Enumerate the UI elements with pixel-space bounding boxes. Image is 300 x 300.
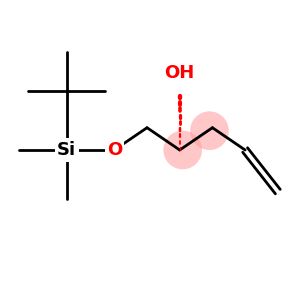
Text: Si: Si	[57, 141, 76, 159]
Text: O: O	[107, 141, 122, 159]
Circle shape	[164, 131, 202, 169]
Text: OH: OH	[165, 64, 195, 82]
Circle shape	[190, 111, 229, 150]
